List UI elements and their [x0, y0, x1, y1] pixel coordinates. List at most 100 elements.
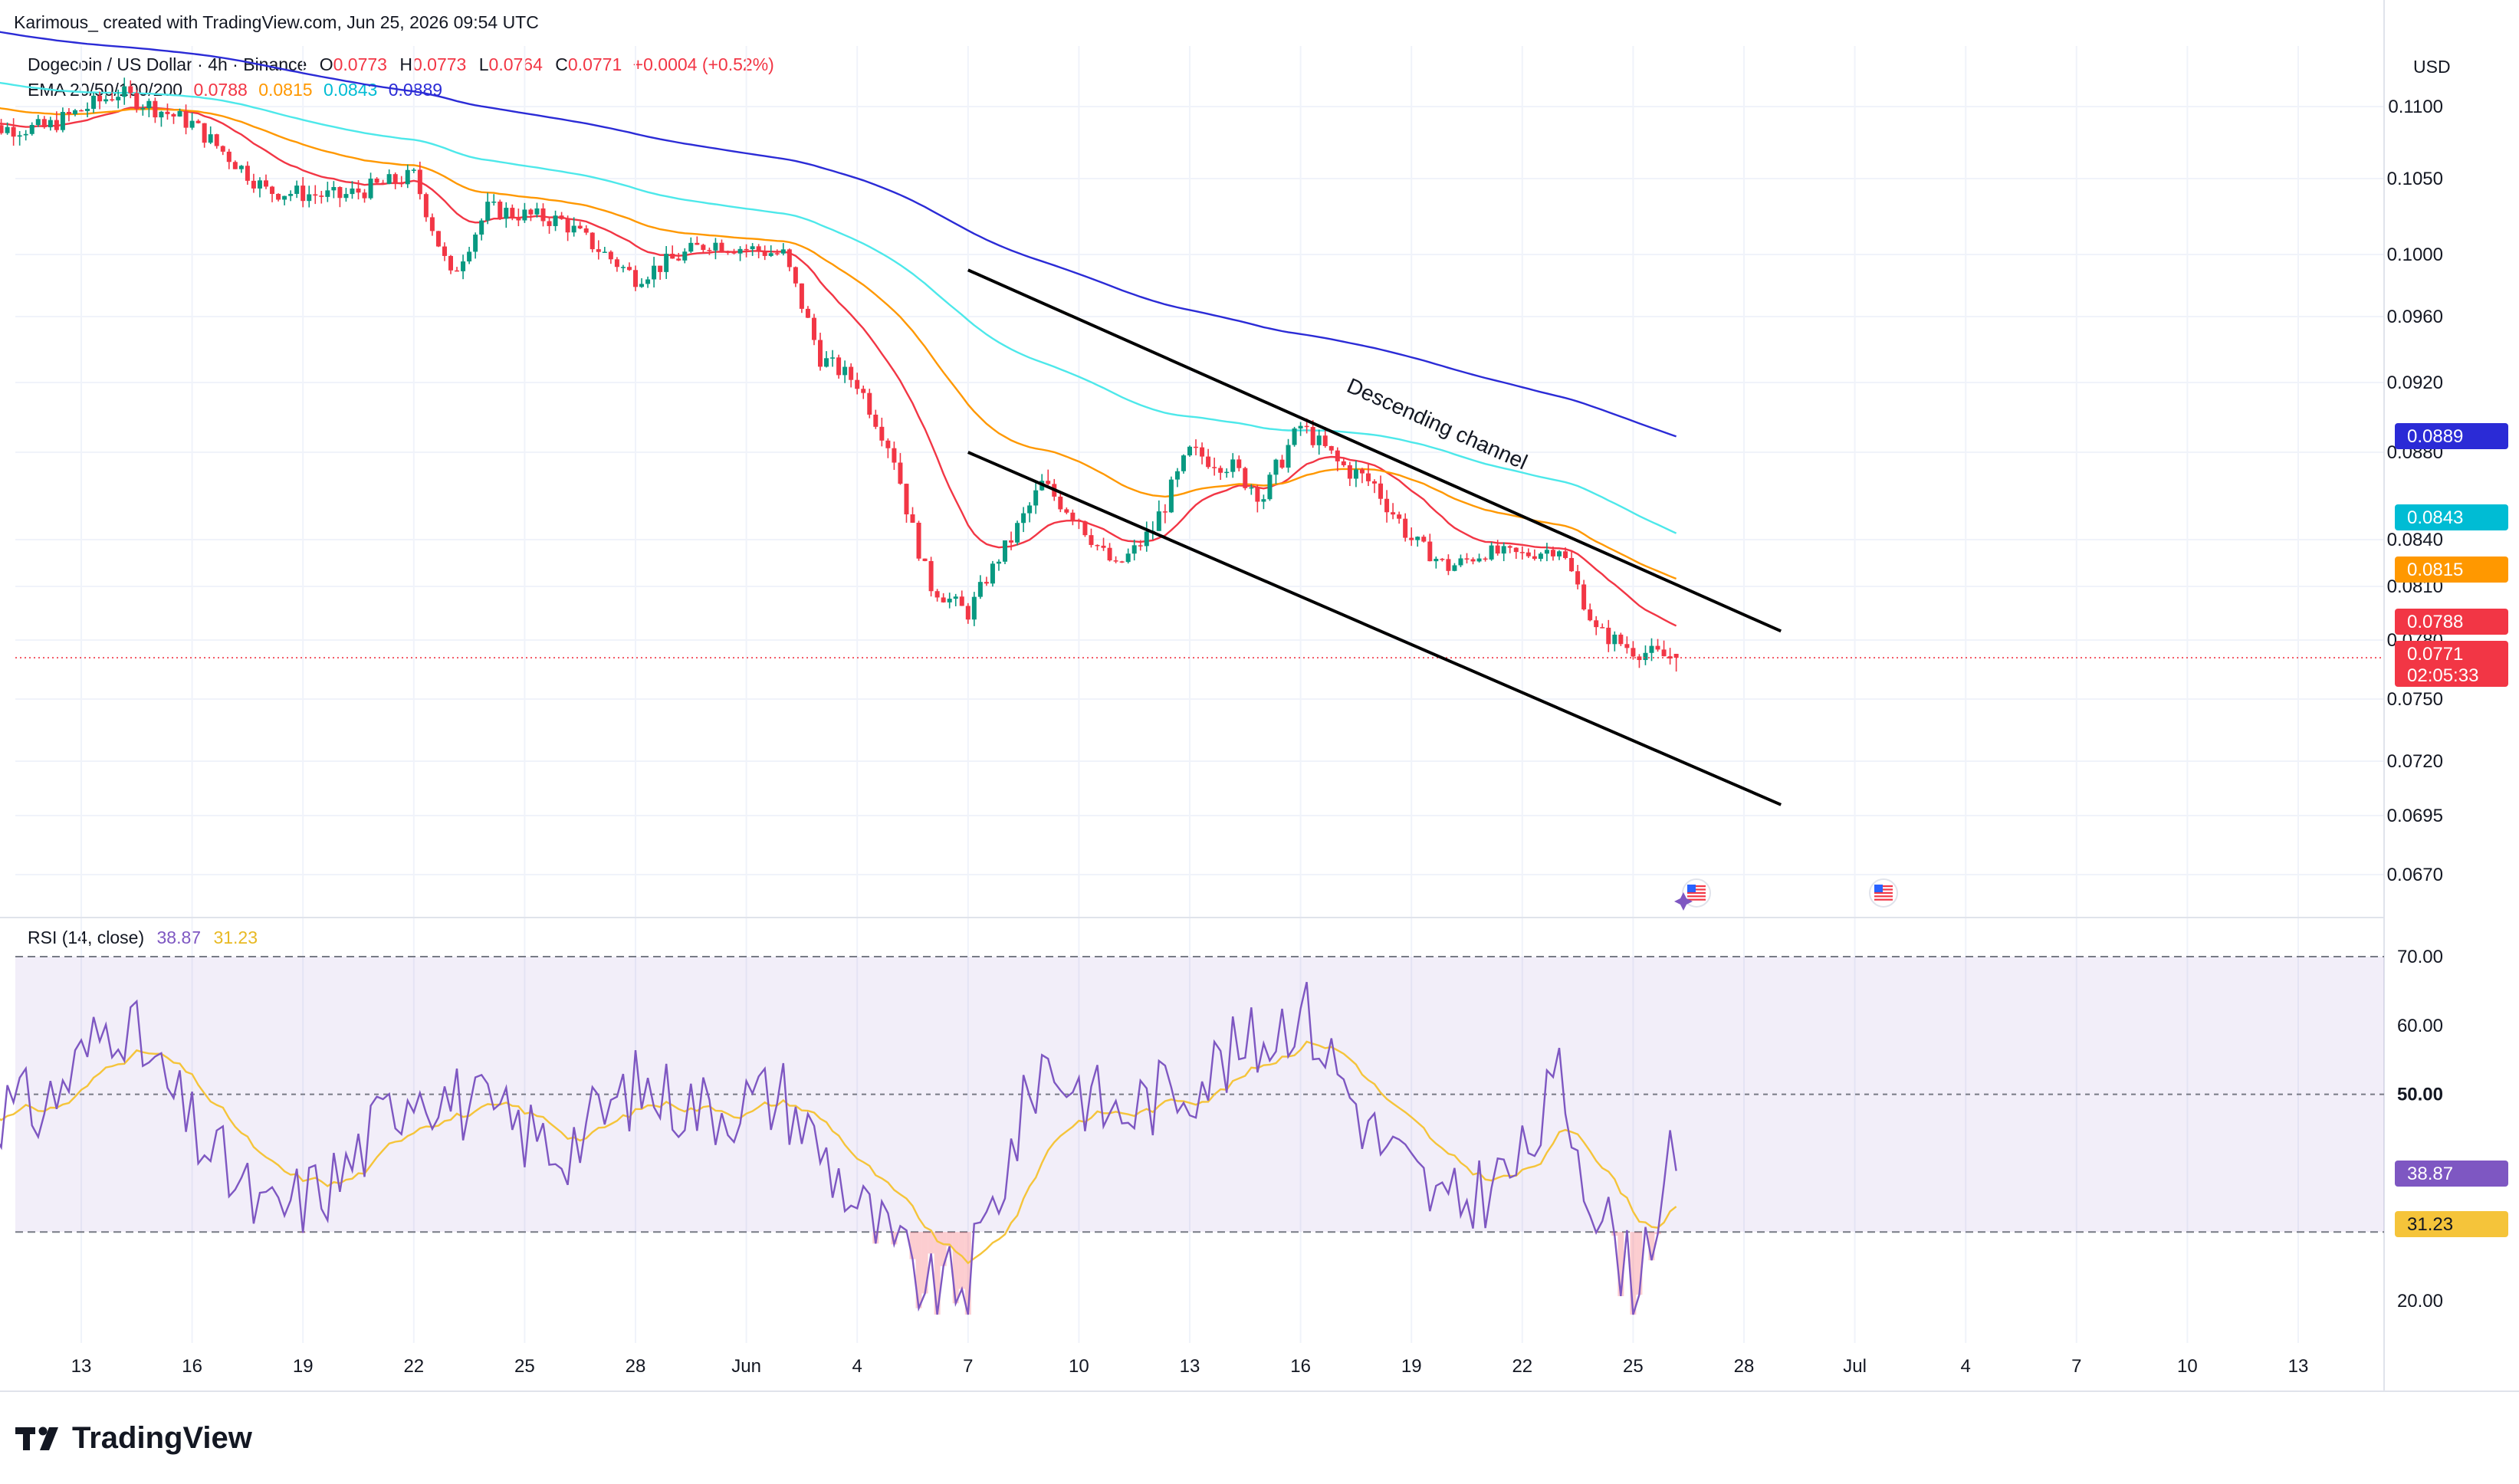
flag-stripe	[1874, 888, 1893, 891]
candle-body	[1003, 540, 1007, 562]
rsi-legend-ma: 31.23	[213, 927, 258, 947]
candle-body	[737, 248, 743, 254]
ema-legend[interactable]: EMA 20/50/100/200 0.0788 0.0815 0.0843 0…	[28, 80, 442, 100]
candle-body	[301, 186, 306, 202]
candle-body	[1113, 560, 1118, 562]
price-tick-label: 0.1000	[2387, 245, 2443, 265]
rsi-oversold-fill	[940, 1232, 947, 1266]
flag-stripe	[1687, 885, 1706, 888]
candle-body	[0, 125, 4, 133]
candle-body	[965, 606, 970, 620]
time-tick-label: 19	[1401, 1356, 1422, 1377]
candle-body	[1544, 550, 1549, 554]
candle-body	[1384, 498, 1390, 513]
candles	[0, 77, 2384, 911]
candle-body	[479, 220, 484, 235]
time-tick-label: 10	[1069, 1356, 1089, 1377]
rsi-legend[interactable]: RSI (14, close) 38.87 31.23	[28, 927, 258, 948]
rsi-legend-value: 38.87	[156, 927, 202, 947]
price-badge-0-0788: 0.0788	[2395, 609, 2508, 635]
candle-body	[1341, 461, 1346, 465]
candle-body	[1027, 505, 1033, 514]
candle-body	[1403, 518, 1408, 538]
candle-body	[565, 218, 570, 233]
candle-body	[1181, 455, 1186, 471]
candle-body	[1218, 468, 1223, 473]
candle-body	[1095, 544, 1100, 547]
candle-body	[368, 179, 373, 199]
candle-body	[110, 99, 115, 101]
candle-body	[1532, 556, 1537, 560]
time-tick-label: 7	[2071, 1356, 2081, 1377]
candle-body	[307, 194, 312, 202]
candle-body	[220, 146, 225, 152]
candle-body	[916, 522, 921, 559]
price-badge-0-0771-bg	[2395, 641, 2508, 687]
price-tick-label: 0.0920	[2387, 373, 2443, 393]
candle-body	[1507, 546, 1512, 548]
candle-body	[645, 279, 651, 284]
candle-body	[1464, 558, 1470, 560]
candle-body	[238, 166, 244, 169]
candle-body	[885, 440, 891, 448]
candle-body	[639, 284, 645, 287]
candle-body	[1200, 447, 1205, 457]
candle-body	[5, 126, 10, 133]
candle-body	[146, 100, 152, 109]
ema20-value: 0.0788	[193, 80, 248, 100]
candle-body	[1594, 620, 1599, 628]
rsi-value-badge-value: 38.87	[2407, 1164, 2453, 1184]
candle-body	[122, 86, 127, 97]
currency-label[interactable]: USD	[2413, 57, 2451, 77]
candle-body	[799, 283, 804, 309]
flag-canton	[1687, 885, 1696, 892]
candle-body	[941, 597, 946, 602]
price-tick-label: 0.0720	[2387, 751, 2443, 772]
candle-body	[1538, 553, 1543, 560]
candle-body	[1015, 523, 1020, 543]
price-badge-0-0843-bg	[2395, 504, 2508, 530]
candle-body	[1070, 512, 1076, 520]
time-tick-label: 28	[1734, 1356, 1755, 1377]
time-tick-label: 13	[2288, 1356, 2309, 1377]
ohlc-open: 0.0773	[333, 54, 387, 74]
candle-body	[713, 242, 718, 251]
flag-canton	[1874, 885, 1883, 892]
time-tick-label: 13	[1180, 1356, 1200, 1377]
us-flag-event-icon	[1869, 878, 1898, 908]
rsi-oversold-fill	[891, 1232, 898, 1245]
candle-body	[1144, 531, 1149, 547]
flag-stripe	[1687, 888, 1706, 891]
candle-body	[91, 95, 97, 109]
candle-body	[399, 182, 404, 185]
rsi-value-badge-bg	[2395, 1161, 2508, 1187]
candle-body	[849, 366, 854, 380]
candle-body	[411, 169, 416, 171]
candle-body	[276, 193, 281, 200]
candle-body	[1224, 471, 1230, 474]
ohlc-low: 0.0764	[488, 54, 543, 74]
candle-body	[953, 596, 958, 599]
candle-body	[232, 162, 238, 169]
candle-body	[159, 111, 164, 118]
candle-body	[1009, 540, 1014, 543]
candle-body	[1409, 537, 1414, 540]
candle-body	[461, 261, 466, 271]
candle-body	[774, 253, 780, 254]
candle-body	[1273, 459, 1279, 475]
candle-body	[762, 251, 767, 256]
rsi-ma-badge-bg	[2395, 1211, 2508, 1237]
candle-body	[1335, 450, 1340, 461]
tradingview-logo[interactable]: TradingView	[15, 1421, 252, 1456]
candle-body	[744, 248, 749, 251]
candle-body	[60, 111, 65, 130]
candle-body	[1476, 558, 1482, 562]
rsi-oversold-fill	[1617, 1232, 1624, 1296]
candle-body	[1495, 545, 1500, 554]
candle-body	[1569, 557, 1575, 572]
candle-body	[695, 242, 700, 245]
candle-body	[1089, 535, 1094, 545]
candle-body	[892, 448, 897, 463]
